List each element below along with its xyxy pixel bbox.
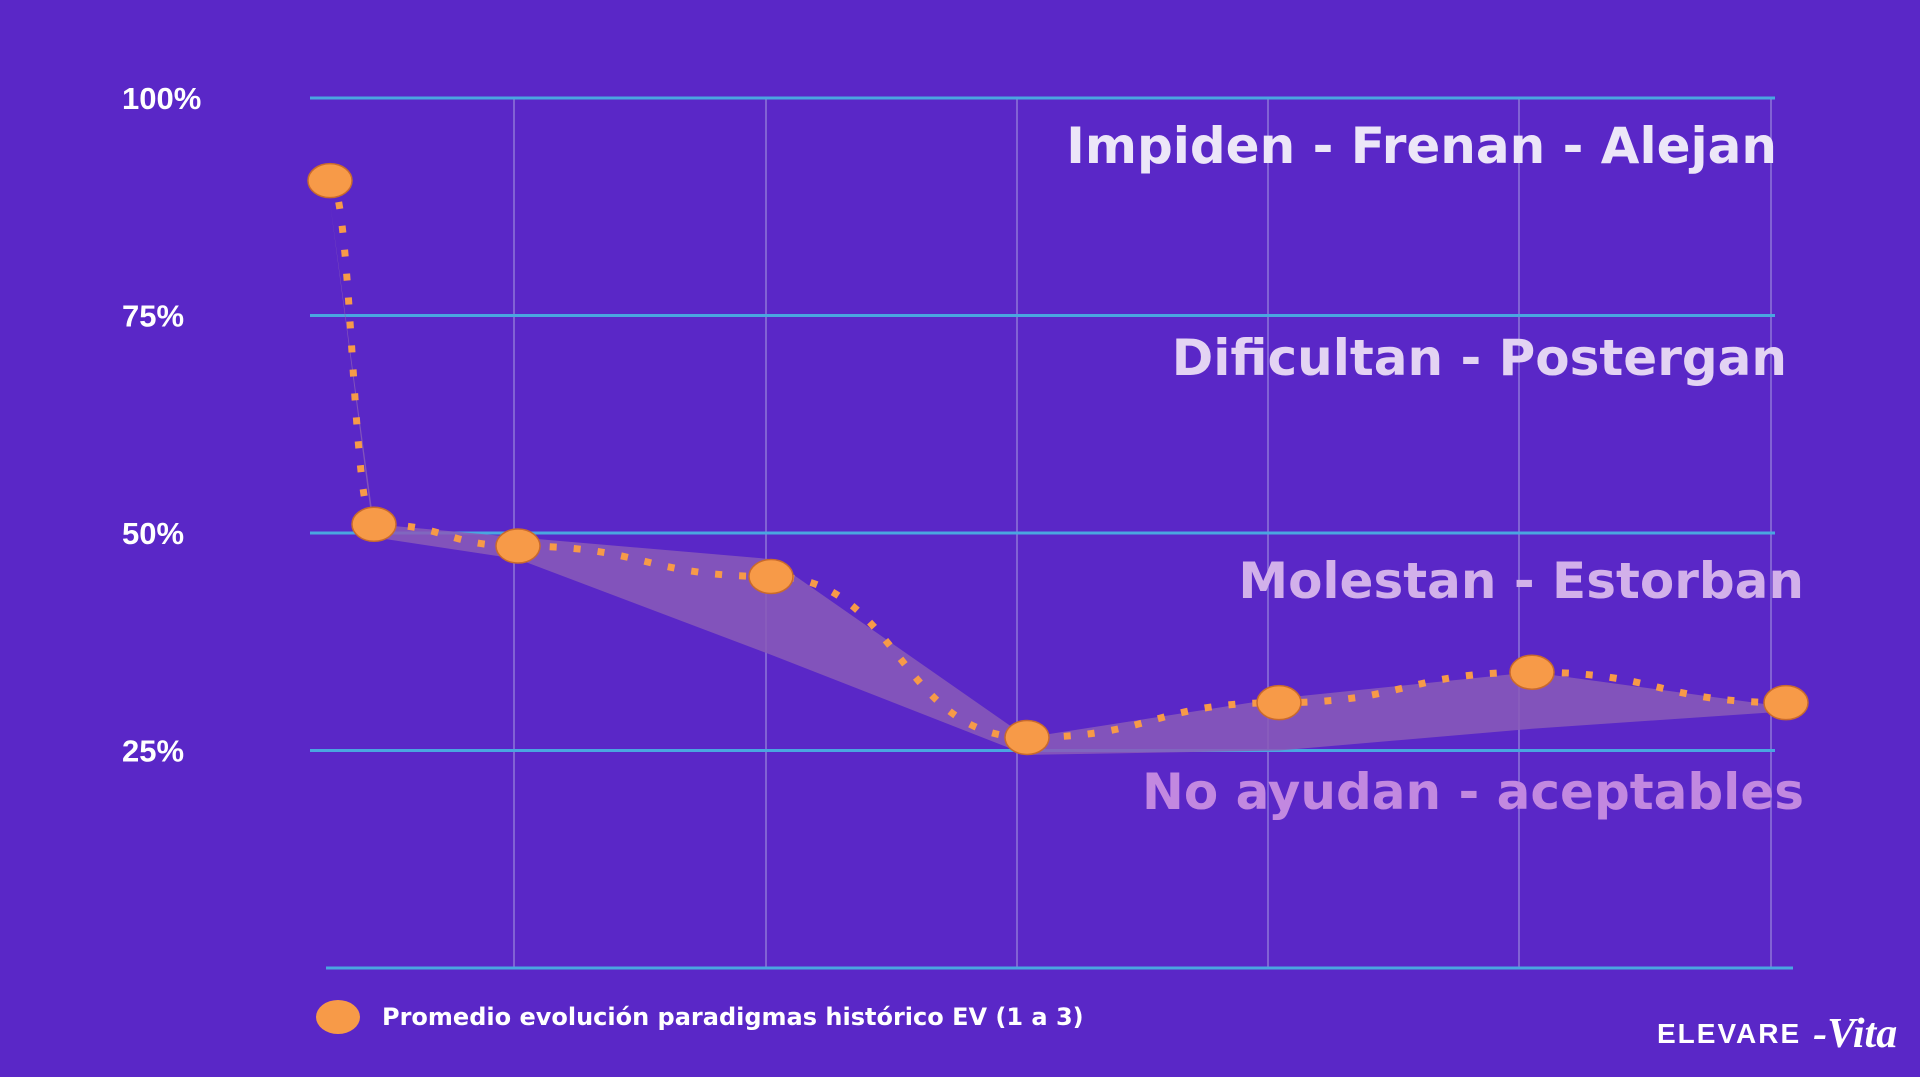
brand-logo: ELEVARE -Vita (1657, 1010, 1897, 1058)
data-point-5 (1004, 719, 1050, 756)
series-band (330, 202, 1786, 755)
zone-label-3: Molestan - Estorban (1238, 552, 1804, 610)
data-point-2 (351, 506, 397, 543)
y-tick-label-25: 25% (122, 734, 184, 769)
data-point-1 (307, 162, 353, 199)
zone-label-2: Dificultan - Postergan (1172, 329, 1787, 387)
legend-label: Promedio evolución paradigmas histórico … (382, 1003, 1084, 1031)
data-point-4 (748, 558, 794, 595)
data-point-3 (495, 528, 541, 564)
y-tick-label-100: 100% (122, 81, 201, 116)
legend: Promedio evolución paradigmas histórico … (316, 1000, 1084, 1034)
legend-marker-icon (316, 1000, 360, 1034)
data-point-7 (1509, 654, 1555, 690)
y-tick-label-50: 50% (122, 516, 184, 551)
data-point-6 (1256, 684, 1302, 721)
series-line (326, 177, 1787, 741)
brand-name: ELEVARE (1657, 1018, 1802, 1049)
data-point-8 (1763, 684, 1809, 721)
y-tick-label-75: 75% (122, 299, 184, 334)
brand-suffix: -Vita (1813, 1011, 1898, 1057)
zone-label-4: No ayudan - aceptables (1142, 763, 1804, 821)
zone-label-1: Impiden - Frenan - Alejan (1066, 117, 1777, 175)
